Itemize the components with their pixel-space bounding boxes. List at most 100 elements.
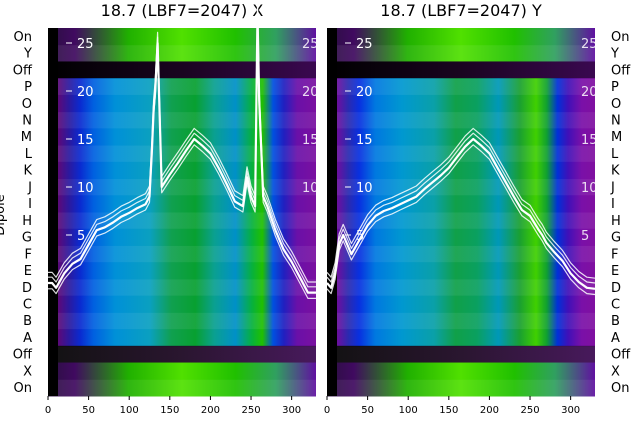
heatmap-row (327, 28, 595, 46)
overlay-y-tick-label: 15 (77, 133, 94, 148)
overlay-y-tick-label-right: 20 (302, 85, 319, 100)
row-label: M (21, 130, 32, 145)
row-label: N (611, 114, 621, 129)
x-tick-label: 200 (480, 405, 499, 416)
heatmap-row (327, 312, 595, 330)
row-label: P (611, 80, 619, 95)
heatmap-row (48, 345, 316, 364)
row-label: Off (13, 348, 33, 363)
heatmap-row (327, 78, 595, 96)
row-label: Off (13, 63, 33, 78)
heatmap-row (327, 362, 595, 380)
overlay-y-tick-label-right: 25 (581, 37, 598, 52)
overlay-y-tick-label-right: 20 (581, 85, 598, 100)
x-tick-label: 0 (45, 405, 51, 416)
row-label: H (22, 214, 32, 229)
heatmap-left-strip (327, 28, 337, 396)
heatmap-row (48, 195, 316, 213)
heatmap-row (327, 262, 595, 280)
series-line (326, 132, 596, 284)
overlay-y-tick-label-right: 15 (302, 133, 319, 148)
row-label: A (611, 331, 620, 346)
heatmap-row (327, 161, 595, 180)
heatmap-row (327, 111, 595, 129)
heatmap-row (327, 278, 595, 297)
overlay-y-tick-label-right: 10 (302, 181, 319, 196)
series-line (48, 19, 316, 299)
row-label: J (27, 180, 32, 195)
overlay-y-tick-label: 10 (77, 181, 94, 196)
x-tick-label: 100 (120, 405, 139, 416)
row-label: D (22, 281, 32, 296)
heatmap-row (327, 245, 595, 263)
overlay-y-tick-label: 20 (356, 85, 373, 100)
series-line (48, 3, 316, 283)
x-tick-label: 300 (282, 405, 301, 416)
row-label: Y (23, 47, 32, 62)
row-label: C (23, 298, 32, 313)
heatmap-row (48, 278, 316, 297)
heatmap-row (327, 345, 595, 364)
row-label: J (610, 180, 615, 195)
overlay-y-tick-label: 10 (356, 181, 373, 196)
row-label: On (14, 30, 32, 45)
heatmap-row (48, 78, 316, 96)
row-label: N (22, 114, 32, 129)
row-label: O (611, 97, 621, 112)
heatmap-left-strip (48, 28, 58, 396)
heatmap-row (327, 128, 595, 146)
row-label: X (23, 364, 32, 379)
row-label: Off (611, 348, 631, 363)
row-label: G (22, 231, 32, 246)
row-label: P (24, 80, 32, 95)
row-label: On (611, 30, 629, 45)
row-label: L (611, 147, 619, 162)
chart-title: 18.7 (LBF7=2047) X (101, 1, 264, 20)
heatmap-row (327, 228, 595, 246)
overlay-y-tick-label-right: 15 (581, 133, 598, 148)
heatmap-row (48, 362, 316, 380)
x-tick-label: 300 (561, 405, 580, 416)
overlay-y-tick-label-right: 25 (302, 37, 319, 52)
heatmap-row (48, 111, 316, 129)
series-line (326, 137, 596, 290)
heatmap-row (48, 145, 316, 163)
heatmap-row (48, 245, 316, 263)
row-label: I (28, 197, 32, 212)
row-label: B (611, 314, 620, 329)
heatmap-row (48, 161, 316, 180)
row-label: K (23, 164, 32, 179)
row-label: On (14, 381, 32, 396)
x-tick-label: 200 (201, 405, 220, 416)
heatmap-row (48, 329, 316, 347)
overlay-y-tick-label: 25 (77, 37, 94, 52)
x-tick-label: 50 (361, 405, 374, 416)
row-label: E (24, 264, 32, 279)
overlay-y-tick-label: 20 (77, 85, 94, 100)
heatmap-row (48, 28, 316, 46)
row-label: B (23, 314, 32, 329)
heatmap-row (48, 379, 316, 397)
x-tick-label: 100 (399, 405, 418, 416)
row-label: F (611, 247, 618, 262)
row-label: Off (611, 63, 631, 78)
heatmap-row (48, 61, 316, 79)
row-label: H (611, 214, 621, 229)
row-label: K (611, 164, 620, 179)
heatmap-row (327, 195, 595, 213)
row-label: C (611, 298, 620, 313)
heatmap-row (327, 295, 595, 313)
heatmap-row (327, 212, 595, 230)
y-axis-label: Dipole (0, 194, 8, 235)
row-label: E (611, 264, 619, 279)
row-label: D (611, 281, 621, 296)
heatmap-row (327, 329, 595, 347)
heatmap-row (327, 61, 595, 79)
overlay-y-tick-label-right: 5 (581, 229, 589, 244)
x-tick-label: 250 (520, 405, 539, 416)
row-label: F (25, 247, 32, 262)
row-label: I (611, 197, 615, 212)
x-tick-label: 50 (82, 405, 95, 416)
